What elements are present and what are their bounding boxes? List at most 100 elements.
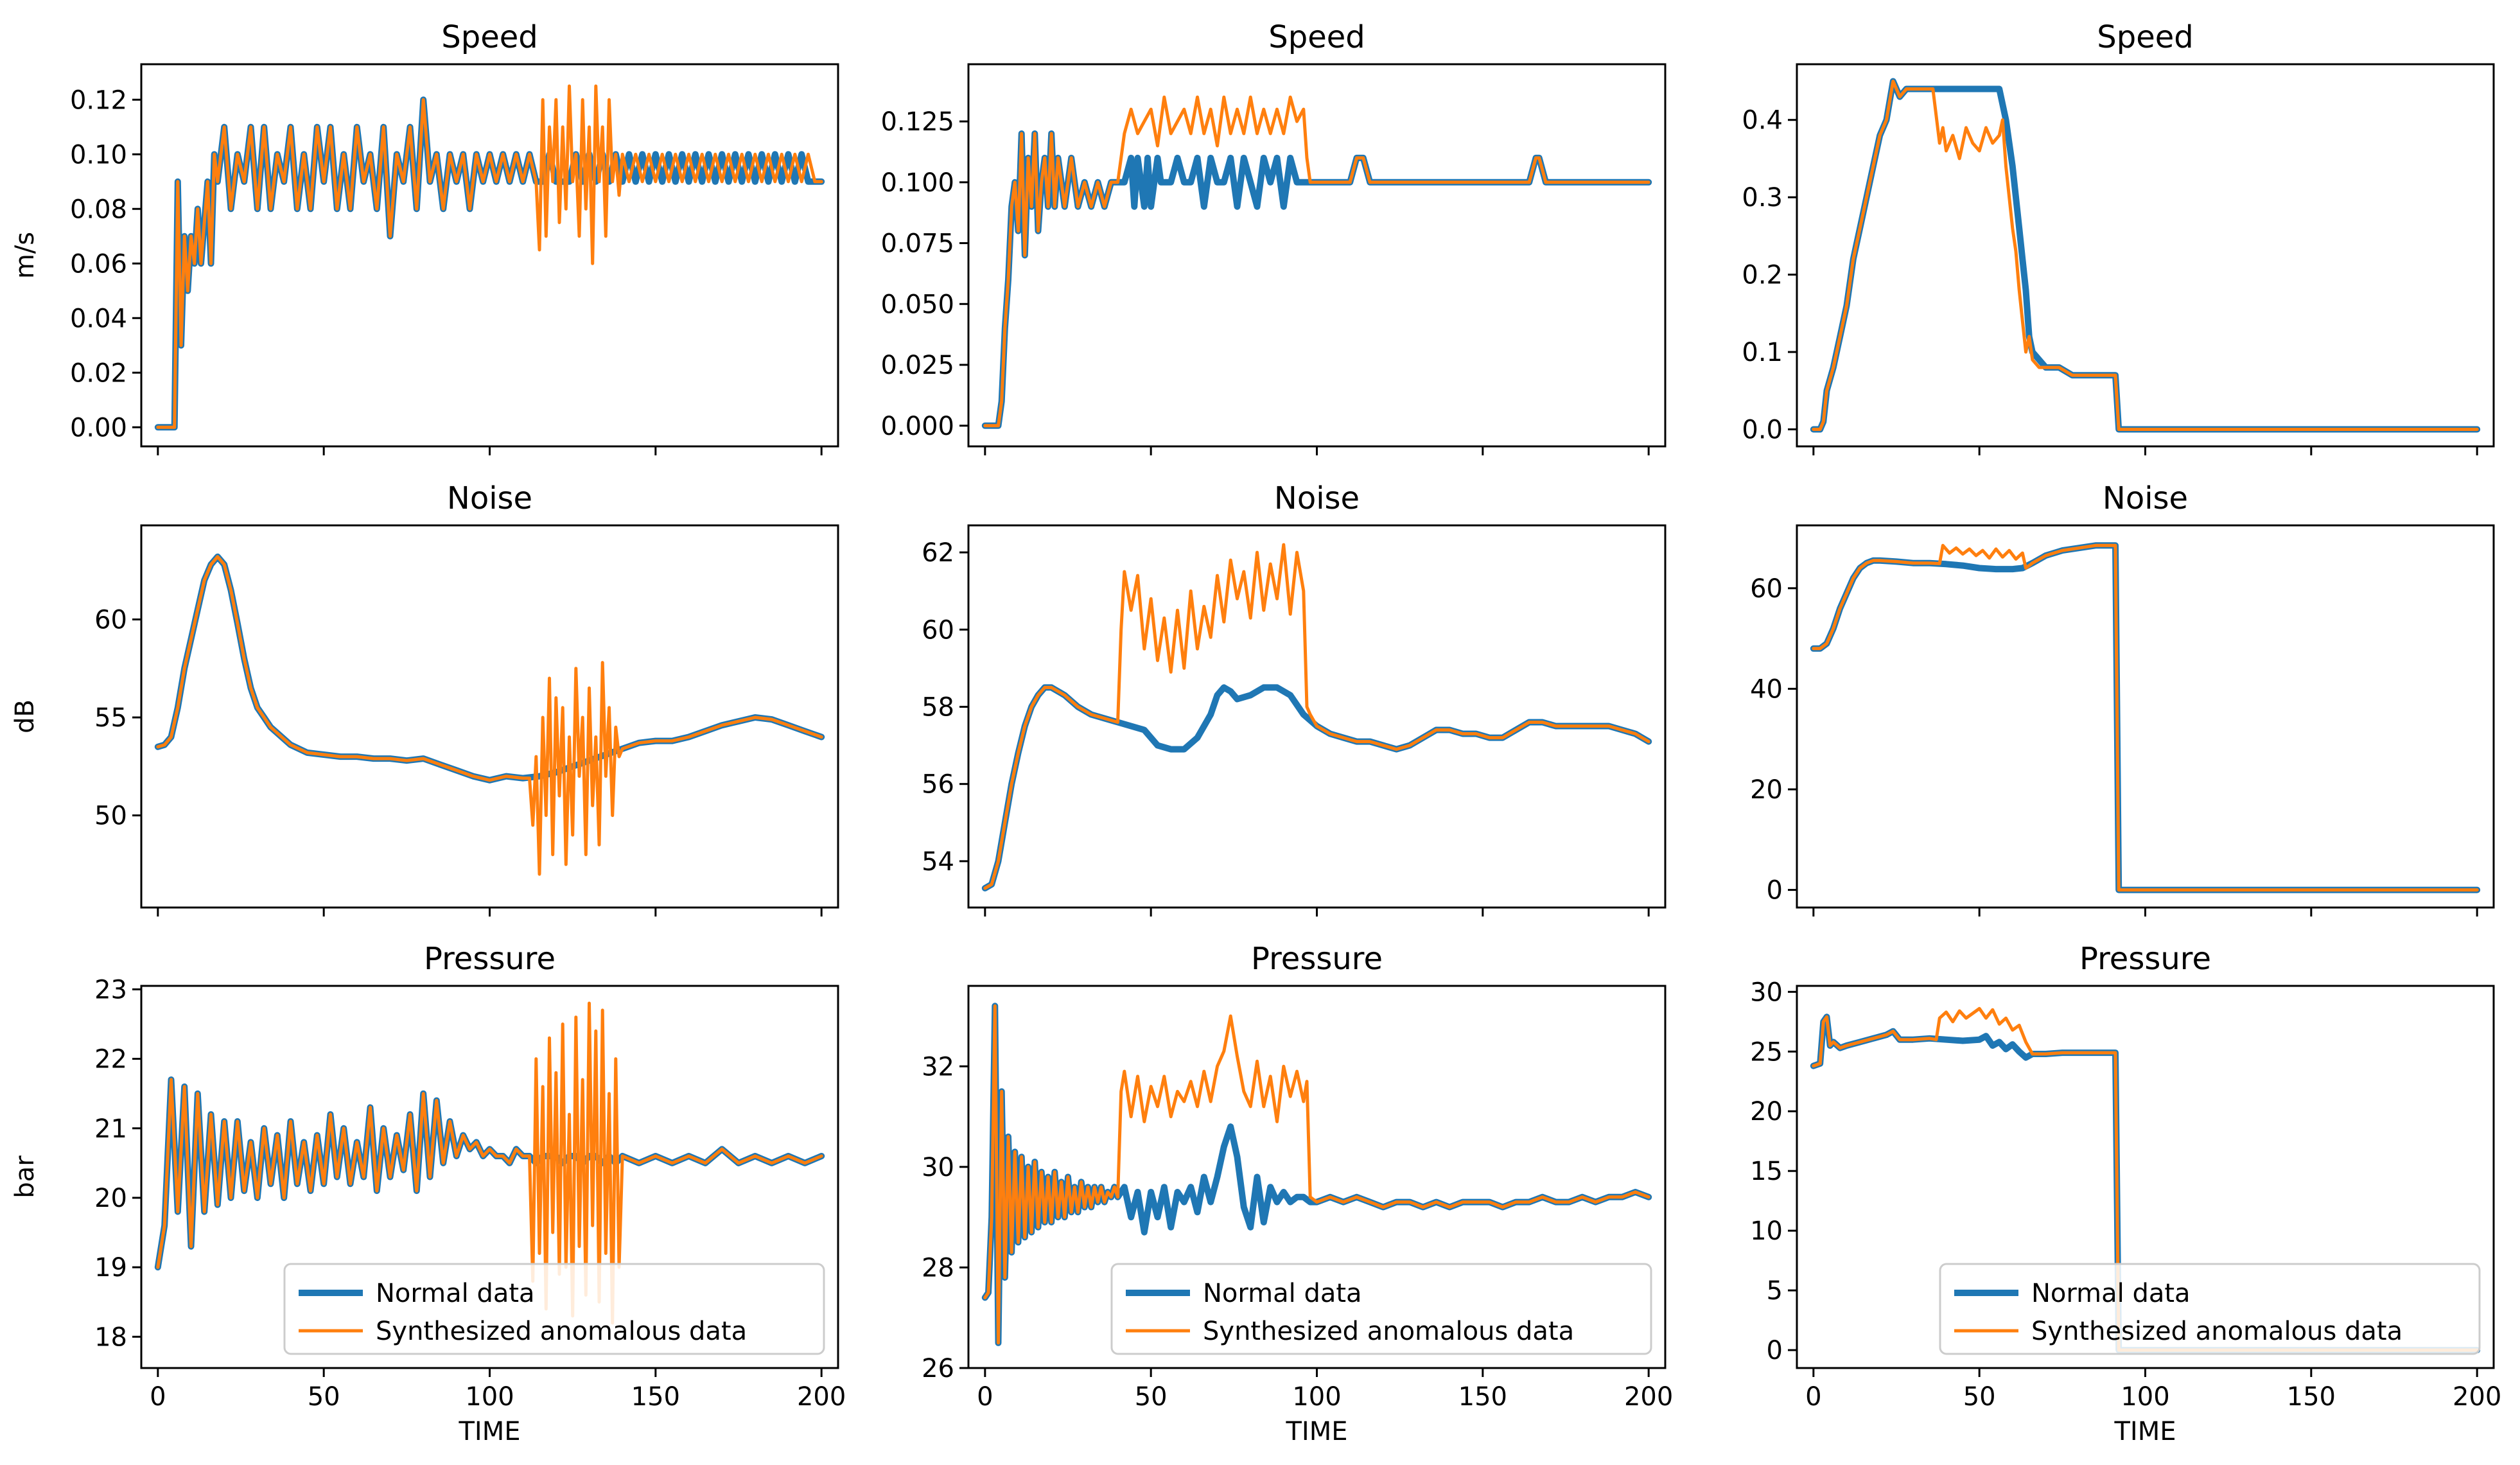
x-tick-label: 50 (1135, 1382, 1168, 1412)
normal-data-line (981, 684, 1652, 891)
plot-area (981, 543, 1652, 891)
y-tick-label: 22 (94, 1045, 127, 1075)
plot-area (154, 84, 825, 431)
legend-anomaly-label: Synthesized anomalous data (1203, 1317, 1574, 1346)
subplot-c3: Speed 0.0 0.1 0.2 0.3 0.4 (1742, 19, 2495, 455)
y-tick-label: 0.12 (70, 85, 127, 115)
y-tick-label: 0 (1767, 876, 1783, 906)
y-tick-label: 50 (94, 802, 127, 831)
y-tick-label: 0.3 (1742, 183, 1783, 213)
anomalous-data-line (156, 84, 823, 429)
y-tick-label: 0.1 (1742, 338, 1783, 367)
y-tick-label: 23 (94, 975, 127, 1004)
normal-data-line (154, 96, 825, 431)
legend-normal-label: Normal data (1203, 1279, 1362, 1308)
y-tick-label: 0.08 (70, 195, 127, 224)
anomalous-data-line (1812, 1006, 2479, 1352)
y-tick-label: 32 (922, 1052, 954, 1082)
y-tick-label: 30 (922, 1153, 954, 1182)
anomalous-data-line (1812, 543, 2479, 892)
y-tick-label: 20 (1750, 775, 1783, 805)
x-tick-label: 200 (1624, 1382, 1673, 1412)
subplot-title: Speed (1268, 19, 1365, 55)
anomalous-data-line (983, 95, 1650, 428)
legend: Normal data Synthesized anomalous data (1110, 1263, 1652, 1355)
y-tick-label: 60 (1750, 574, 1783, 604)
y-tick-label: 60 (94, 605, 127, 635)
subplot-c8: Pressure 26 28 30 32 0 50 100 150 200 TIME Normal d… (922, 941, 1673, 1446)
y-axis-label: m/s (10, 232, 40, 279)
subplot-title: Noise (1274, 480, 1360, 516)
plot-area (154, 1001, 825, 1325)
y-axis-label: bar (10, 1155, 40, 1198)
y-tick-label: 0 (1767, 1336, 1783, 1365)
subplot-c2: Speed 0.000 0.025 0.050 0.075 0.100 0.125 (880, 19, 1667, 455)
axes-frame (967, 63, 1667, 448)
axes-frame (140, 524, 839, 909)
legend-anomaly-label: Synthesized anomalous data (2031, 1317, 2402, 1346)
x-tick-label: 100 (465, 1382, 514, 1412)
anomalous-data-line (983, 543, 1650, 890)
y-tick-label: 30 (1750, 978, 1783, 1007)
legend: Normal data Synthesized anomalous data (283, 1263, 825, 1355)
x-tick-label: 0 (1805, 1382, 1821, 1412)
axes-frame (1796, 63, 2495, 448)
y-tick-label: 20 (94, 1184, 127, 1213)
normal-data-line (1810, 78, 2481, 433)
axes-frame (967, 985, 1667, 1369)
y-tick-label: 0.10 (70, 140, 127, 170)
y-tick-label: 28 (922, 1253, 954, 1283)
x-tick-label: 100 (2121, 1382, 2169, 1412)
x-axis-label: TIME (458, 1417, 520, 1446)
subplot-title: Pressure (2079, 941, 2211, 977)
x-tick-label: 50 (1963, 1382, 1996, 1412)
y-tick-label: 0.050 (880, 290, 954, 319)
y-tick-label: 25 (1750, 1037, 1783, 1067)
y-tick-label: 0.0 (1742, 416, 1783, 445)
axes-frame (1796, 985, 2495, 1369)
anomalous-data-line (156, 555, 823, 876)
y-tick-label: 0.075 (880, 229, 954, 259)
x-axis-label: TIME (1285, 1417, 1347, 1446)
legend-box (283, 1263, 825, 1355)
axes-frame (140, 63, 839, 448)
y-tick-label: 40 (1750, 674, 1783, 704)
subplot-title: Pressure (424, 941, 556, 977)
legend: Normal data Synthesized anomalous data (1939, 1263, 2481, 1355)
y-tick-label: 0.000 (880, 412, 954, 441)
axes-frame (140, 985, 839, 1369)
anomalous-data-line (1812, 80, 2479, 431)
y-axis-label: dB (10, 699, 40, 733)
legend-box (1110, 1263, 1652, 1355)
plot-area (1810, 78, 2481, 433)
plot-area (981, 95, 1652, 429)
x-tick-label: 100 (1292, 1382, 1341, 1412)
subplot-c4: Noise 50 55 60 dB (10, 480, 839, 917)
anomalous-data-line (983, 1004, 1650, 1345)
y-tick-label: 62 (922, 538, 954, 568)
legend-normal-label: Normal data (376, 1279, 535, 1308)
plot-area (1810, 542, 2481, 893)
axes-frame (1796, 524, 2495, 909)
normal-data-line (981, 130, 1652, 429)
subplot-c6: Noise 0 20 40 60 (1750, 480, 2495, 917)
y-tick-label: 54 (922, 847, 954, 877)
y-tick-label: 0.100 (880, 168, 954, 198)
y-tick-label: 20 (1750, 1097, 1783, 1127)
y-tick-label: 18 (94, 1322, 127, 1352)
y-tick-label: 15 (1750, 1157, 1783, 1186)
legend-box (1939, 1263, 2481, 1355)
subplot-title: Noise (2103, 480, 2188, 516)
anomalous-data-line (156, 1001, 823, 1325)
y-tick-label: 0.4 (1742, 106, 1783, 136)
subplot-title: Pressure (1251, 941, 1383, 977)
x-tick-label: 150 (1458, 1382, 1507, 1412)
legend-normal-label: Normal data (2031, 1279, 2191, 1308)
x-tick-label: 50 (308, 1382, 340, 1412)
y-tick-label: 60 (922, 615, 954, 645)
y-tick-label: 19 (94, 1253, 127, 1283)
subplot-title: Speed (441, 19, 538, 55)
subplot-c5: Noise 54 56 58 60 62 (922, 480, 1667, 917)
y-tick-label: 10 (1750, 1216, 1783, 1246)
